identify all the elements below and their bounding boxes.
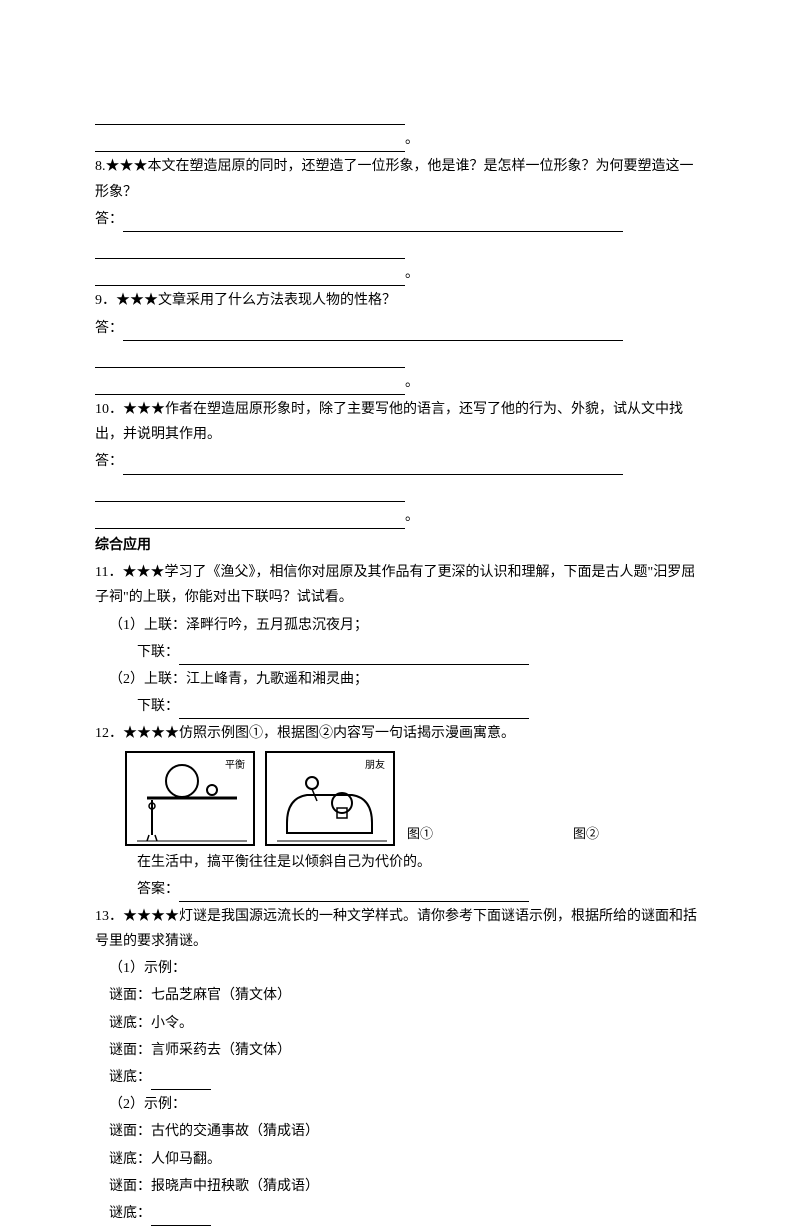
q11-p2-up: （2）上联：江上峰青，九歌遥和湘灵曲； bbox=[95, 667, 699, 692]
blank-line bbox=[95, 100, 699, 125]
q10-answer: 答： bbox=[95, 449, 699, 474]
img2-label: 朋友 bbox=[365, 757, 385, 775]
q13-ex1-q-face: 谜面：言师采药去（猜文体） bbox=[95, 1038, 699, 1063]
q13-ex2-face: 谜面：古代的交通事故（猜成语） bbox=[95, 1119, 699, 1144]
blank-line bbox=[95, 343, 699, 368]
q13-ex1-ans: 谜底：小令。 bbox=[95, 1011, 699, 1036]
comic-image-1: 平衡 bbox=[125, 751, 255, 846]
fig1-label: 图① bbox=[407, 822, 433, 845]
blank-line: 。 bbox=[95, 370, 699, 395]
q10-text: 10．★★★作者在塑造屈原形象时，除了主要写他的语言，还写了他的行为、外貌，试从… bbox=[95, 397, 699, 447]
images-row: 平衡 朋友 图① 图② bbox=[125, 751, 699, 846]
answer-blank[interactable] bbox=[179, 647, 529, 665]
q11-p2-down: 下联： bbox=[95, 694, 699, 719]
blank-line: 。 bbox=[95, 127, 699, 152]
q11-p1-up: （1）上联：泽畔行吟，五月孤忠沉夜月； bbox=[95, 613, 699, 638]
section-title: 综合应用 bbox=[95, 533, 699, 558]
q12-example: 在生活中，搞平衡往往是以倾斜自己为代价的。 bbox=[95, 850, 699, 875]
q13-ex1-face: 谜面：七品芝麻官（猜文体） bbox=[95, 983, 699, 1008]
q8-answer: 答： bbox=[95, 207, 699, 232]
q13-ex2-q-face: 谜面：报晓声中扭秧歌（猜成语） bbox=[95, 1174, 699, 1199]
answer-label: 答： bbox=[95, 454, 123, 469]
q12-text: 12．★★★★仿照示例图①，根据图②内容写一句话揭示漫画寓意。 bbox=[95, 721, 699, 746]
q8-text: 8.★★★本文在塑造屈原的同时，还塑造了一位形象，他是谁？是怎样一位形象？为何要… bbox=[95, 154, 699, 204]
fig2-label: 图② bbox=[573, 822, 599, 845]
answer-blank[interactable] bbox=[151, 1208, 211, 1226]
q9-answer: 答： bbox=[95, 316, 699, 341]
q13-ex1-label: （1）示例： bbox=[95, 956, 699, 981]
q11-p1-down: 下联： bbox=[95, 640, 699, 665]
answer-label: 答： bbox=[95, 212, 123, 227]
q13-ex2-q-ans: 谜底： bbox=[95, 1201, 699, 1226]
q13-ex1-q-ans: 谜底： bbox=[95, 1065, 699, 1090]
answer-blank[interactable] bbox=[123, 457, 623, 475]
answer-blank[interactable] bbox=[179, 884, 529, 902]
q12-answer: 答案： bbox=[95, 877, 699, 902]
blank-line: 。 bbox=[95, 504, 699, 529]
q13-ex2-ans: 谜底：人仰马翻。 bbox=[95, 1147, 699, 1172]
answer-blank[interactable] bbox=[151, 1072, 211, 1090]
blank-line bbox=[95, 477, 699, 502]
answer-label: 答： bbox=[95, 321, 123, 336]
blank-line bbox=[95, 234, 699, 259]
period: 。 bbox=[405, 132, 419, 147]
blank-line: 。 bbox=[95, 261, 699, 286]
answer-blank[interactable] bbox=[123, 323, 623, 341]
q13-ex2-label: （2）示例： bbox=[95, 1092, 699, 1117]
answer-blank[interactable] bbox=[123, 214, 623, 232]
img1-label: 平衡 bbox=[225, 757, 245, 775]
q9-text: 9．★★★文章采用了什么方法表现人物的性格？ bbox=[95, 288, 699, 313]
answer-blank[interactable] bbox=[179, 701, 529, 719]
q13-text: 13．★★★★灯谜是我国源远流长的一种文学样式。请你参考下面谜语示例，根据所给的… bbox=[95, 904, 699, 954]
period: 。 bbox=[405, 509, 419, 524]
q11-text: 11．★★★学习了《渔父》，相信你对屈原及其作品有了更深的认识和理解，下面是古人… bbox=[95, 560, 699, 610]
comic-image-2: 朋友 bbox=[265, 751, 395, 846]
period: 。 bbox=[405, 375, 419, 390]
period: 。 bbox=[405, 266, 419, 281]
